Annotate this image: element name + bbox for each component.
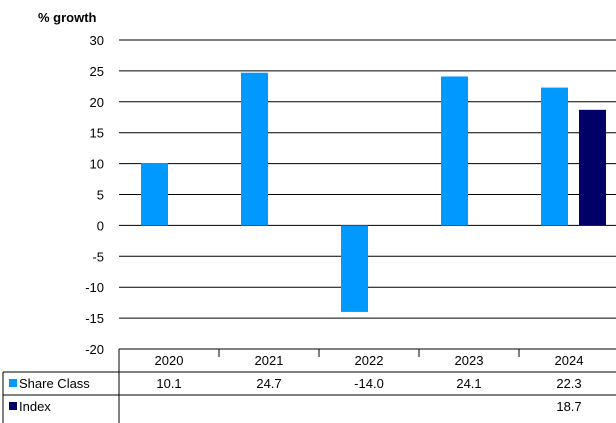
x-tick-label: 2023 xyxy=(455,353,484,368)
y-tick-label: 10 xyxy=(90,157,104,172)
x-tick-label: 2021 xyxy=(255,353,284,368)
bar-share-class-2021 xyxy=(241,72,268,226)
bar-share-class-2023 xyxy=(441,76,468,226)
data-label: 18.7 xyxy=(556,399,581,414)
y-tick-label: -15 xyxy=(85,311,104,326)
x-tick-label: 2024 xyxy=(555,353,584,368)
data-label: 22.3 xyxy=(556,376,581,391)
y-tick-label: 15 xyxy=(90,126,104,141)
y-axis-label: % growth xyxy=(38,10,97,25)
y-tick-label: 0 xyxy=(97,218,104,233)
legend-label-share-class: Share Class xyxy=(19,376,90,391)
y-tick-label: -5 xyxy=(92,249,104,264)
legend-label-index: Index xyxy=(19,399,51,414)
y-tick-label: 25 xyxy=(90,64,104,79)
bar-index-2024 xyxy=(579,109,606,226)
legend-swatch-index xyxy=(9,402,17,410)
bar-share-class-2022 xyxy=(341,225,368,312)
y-tick-label: -20 xyxy=(85,342,104,357)
bar-share-class-2020 xyxy=(141,162,168,226)
data-label: 24.7 xyxy=(256,376,281,391)
x-tick-label: 2020 xyxy=(155,353,184,368)
data-label: -14.0 xyxy=(354,376,384,391)
bar-share-class-2024 xyxy=(541,87,568,226)
y-tick-label: 5 xyxy=(97,188,104,203)
x-tick-label: 2022 xyxy=(355,353,384,368)
y-tick-label: -10 xyxy=(85,280,104,295)
y-tick-label: 30 xyxy=(90,33,104,48)
legend-swatch-share-class xyxy=(9,379,17,387)
data-label: 10.1 xyxy=(156,376,181,391)
y-tick-label: 20 xyxy=(90,95,104,110)
data-label: 24.1 xyxy=(456,376,481,391)
